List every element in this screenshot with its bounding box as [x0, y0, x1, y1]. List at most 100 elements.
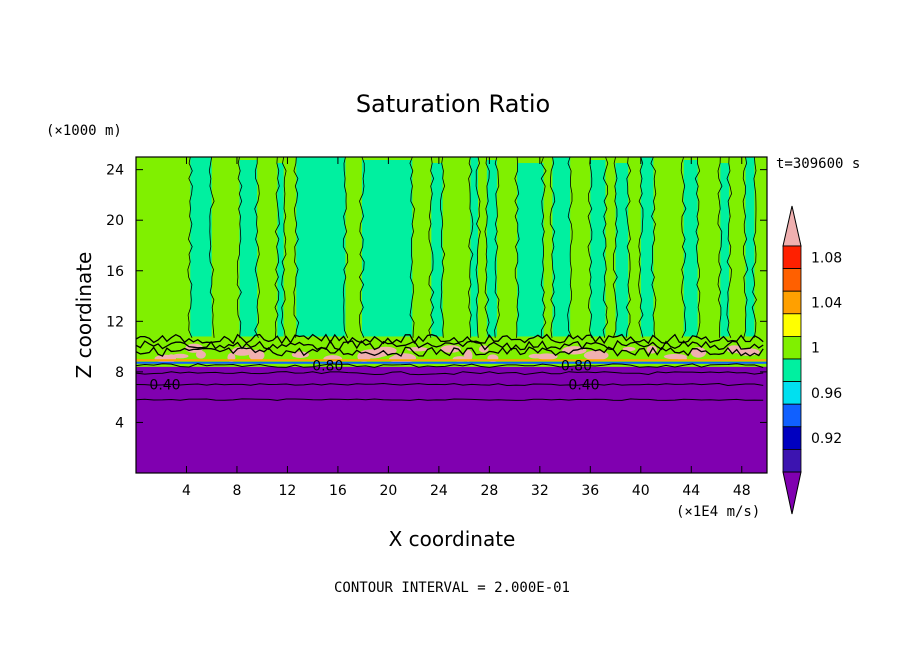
y-tick-label: 12 [106, 314, 124, 330]
column-outline [428, 156, 435, 338]
plot-area: 0.80 0.80 0.40 0.40 [135, 156, 768, 474]
contour-labels: 0.80 0.80 0.40 0.40 [149, 359, 599, 394]
column-outline [274, 156, 280, 338]
column-outline [726, 156, 733, 338]
y-tick-label: 8 [115, 365, 124, 381]
contour-interval-note: CONTOUR INTERVAL = 2.000E-01 [334, 580, 570, 596]
colorbar-segment [782, 268, 802, 292]
colorbar-tick-label: 0.96 [811, 386, 842, 402]
subsaturated-column [720, 163, 730, 337]
column-outline [409, 156, 415, 338]
colorbar-segment [782, 245, 802, 270]
column-outline [549, 156, 556, 338]
chart-title: Saturation Ratio [356, 90, 550, 118]
supersaturated-blob [291, 351, 309, 359]
supersaturated-blob [440, 345, 461, 353]
x-tick-label: 48 [733, 483, 751, 499]
column-outline [694, 156, 701, 338]
contour-label: 0.40 [568, 378, 599, 394]
supersaturated-blob [248, 349, 265, 361]
supersaturated-blob [690, 347, 707, 358]
supersaturated-blob [236, 348, 248, 355]
supersaturated-blob [583, 350, 609, 361]
x-unit-label: (×1E4 m/s) [676, 504, 760, 520]
y-tick-label: 4 [115, 415, 124, 431]
x-tick-label: 20 [379, 483, 397, 499]
fringe-orange [136, 359, 767, 362]
column-outline [342, 156, 349, 338]
column-outline [587, 156, 593, 338]
subsaturated-column [640, 157, 654, 337]
column-outline [602, 156, 609, 338]
x-tick-label: 4 [182, 483, 191, 499]
x-tick-label: 32 [531, 483, 549, 499]
x-tick-label: 44 [682, 483, 700, 499]
plot-frame [135, 156, 768, 474]
x-tick-label: 16 [329, 483, 347, 499]
column-outline [680, 156, 687, 338]
contour-0.40 [135, 382, 764, 387]
colorbar-segment [782, 358, 802, 383]
x-tick-label: 40 [632, 483, 650, 499]
column-outline [514, 156, 520, 338]
cloud-contour [135, 333, 764, 345]
column-outline [293, 156, 300, 338]
x-axis-label: X coordinate [389, 527, 516, 551]
colorbar-tick-label: 1.04 [811, 296, 842, 312]
supersaturated-blob [154, 354, 176, 363]
subsaturated-column [517, 163, 544, 337]
colorbar: 0.92 0.96 1 1.04 1.08 [782, 205, 842, 515]
column-outline [625, 156, 632, 338]
contour-label: 0.40 [149, 378, 180, 394]
subsaturated-column [615, 163, 629, 337]
column-outline [717, 156, 723, 338]
column-outline [484, 156, 490, 338]
cloud-contour [135, 339, 764, 351]
subsaturated-column [361, 160, 413, 337]
dry-lower-layer [136, 366, 767, 473]
y-axis-label: Z coordinate [72, 252, 96, 379]
x-tick-label: 28 [480, 483, 498, 499]
colorbar-segment [782, 335, 802, 360]
column-outline [567, 156, 573, 338]
y-tick-label: 20 [106, 213, 124, 229]
subsaturated-column [745, 157, 755, 337]
subsaturated-column [431, 163, 443, 337]
subsaturated-column [296, 157, 346, 337]
column-outline [236, 156, 243, 338]
x-tick-label: 8 [232, 483, 241, 499]
contour-0.20 [135, 398, 764, 401]
contour-lines [135, 156, 764, 401]
column-outline [254, 157, 260, 338]
column-outline [358, 156, 365, 338]
column-outline [650, 156, 657, 338]
subsaturated-column [683, 160, 698, 337]
column-outline [281, 156, 287, 338]
y-unit-label: (×1000 m) [46, 123, 122, 139]
supersaturated-blob [195, 350, 206, 359]
y-tick-label: 16 [106, 264, 124, 280]
colorbar-tick-label: 1.08 [811, 250, 842, 266]
subsaturated-column [239, 160, 258, 337]
x-axis: 4 8 12 16 20 24 28 32 36 40 44 48 [182, 157, 751, 499]
colorbar-segment [782, 448, 802, 473]
contour-label: 0.80 [561, 359, 592, 375]
column-outline [751, 156, 757, 338]
supersaturated-blob [536, 353, 558, 360]
column-outline [638, 156, 644, 338]
subsaturated-column [277, 163, 284, 337]
colorbar-segment [782, 381, 802, 405]
x-tick-label: 36 [581, 483, 599, 499]
subsaturated-column [552, 157, 571, 337]
x-tick-label: 12 [279, 483, 297, 499]
subsaturated-column [590, 160, 606, 337]
column-outline [208, 156, 215, 338]
column-outline [475, 156, 481, 338]
colorbar-tick-label: 0.92 [811, 431, 842, 447]
subsaturated-column [190, 157, 212, 337]
colorbar-bottom-triangle [782, 471, 802, 515]
supersaturated-blob [622, 346, 636, 352]
y-axis: 4 8 12 16 20 24 [106, 163, 767, 431]
contour-0.80 [135, 363, 764, 368]
